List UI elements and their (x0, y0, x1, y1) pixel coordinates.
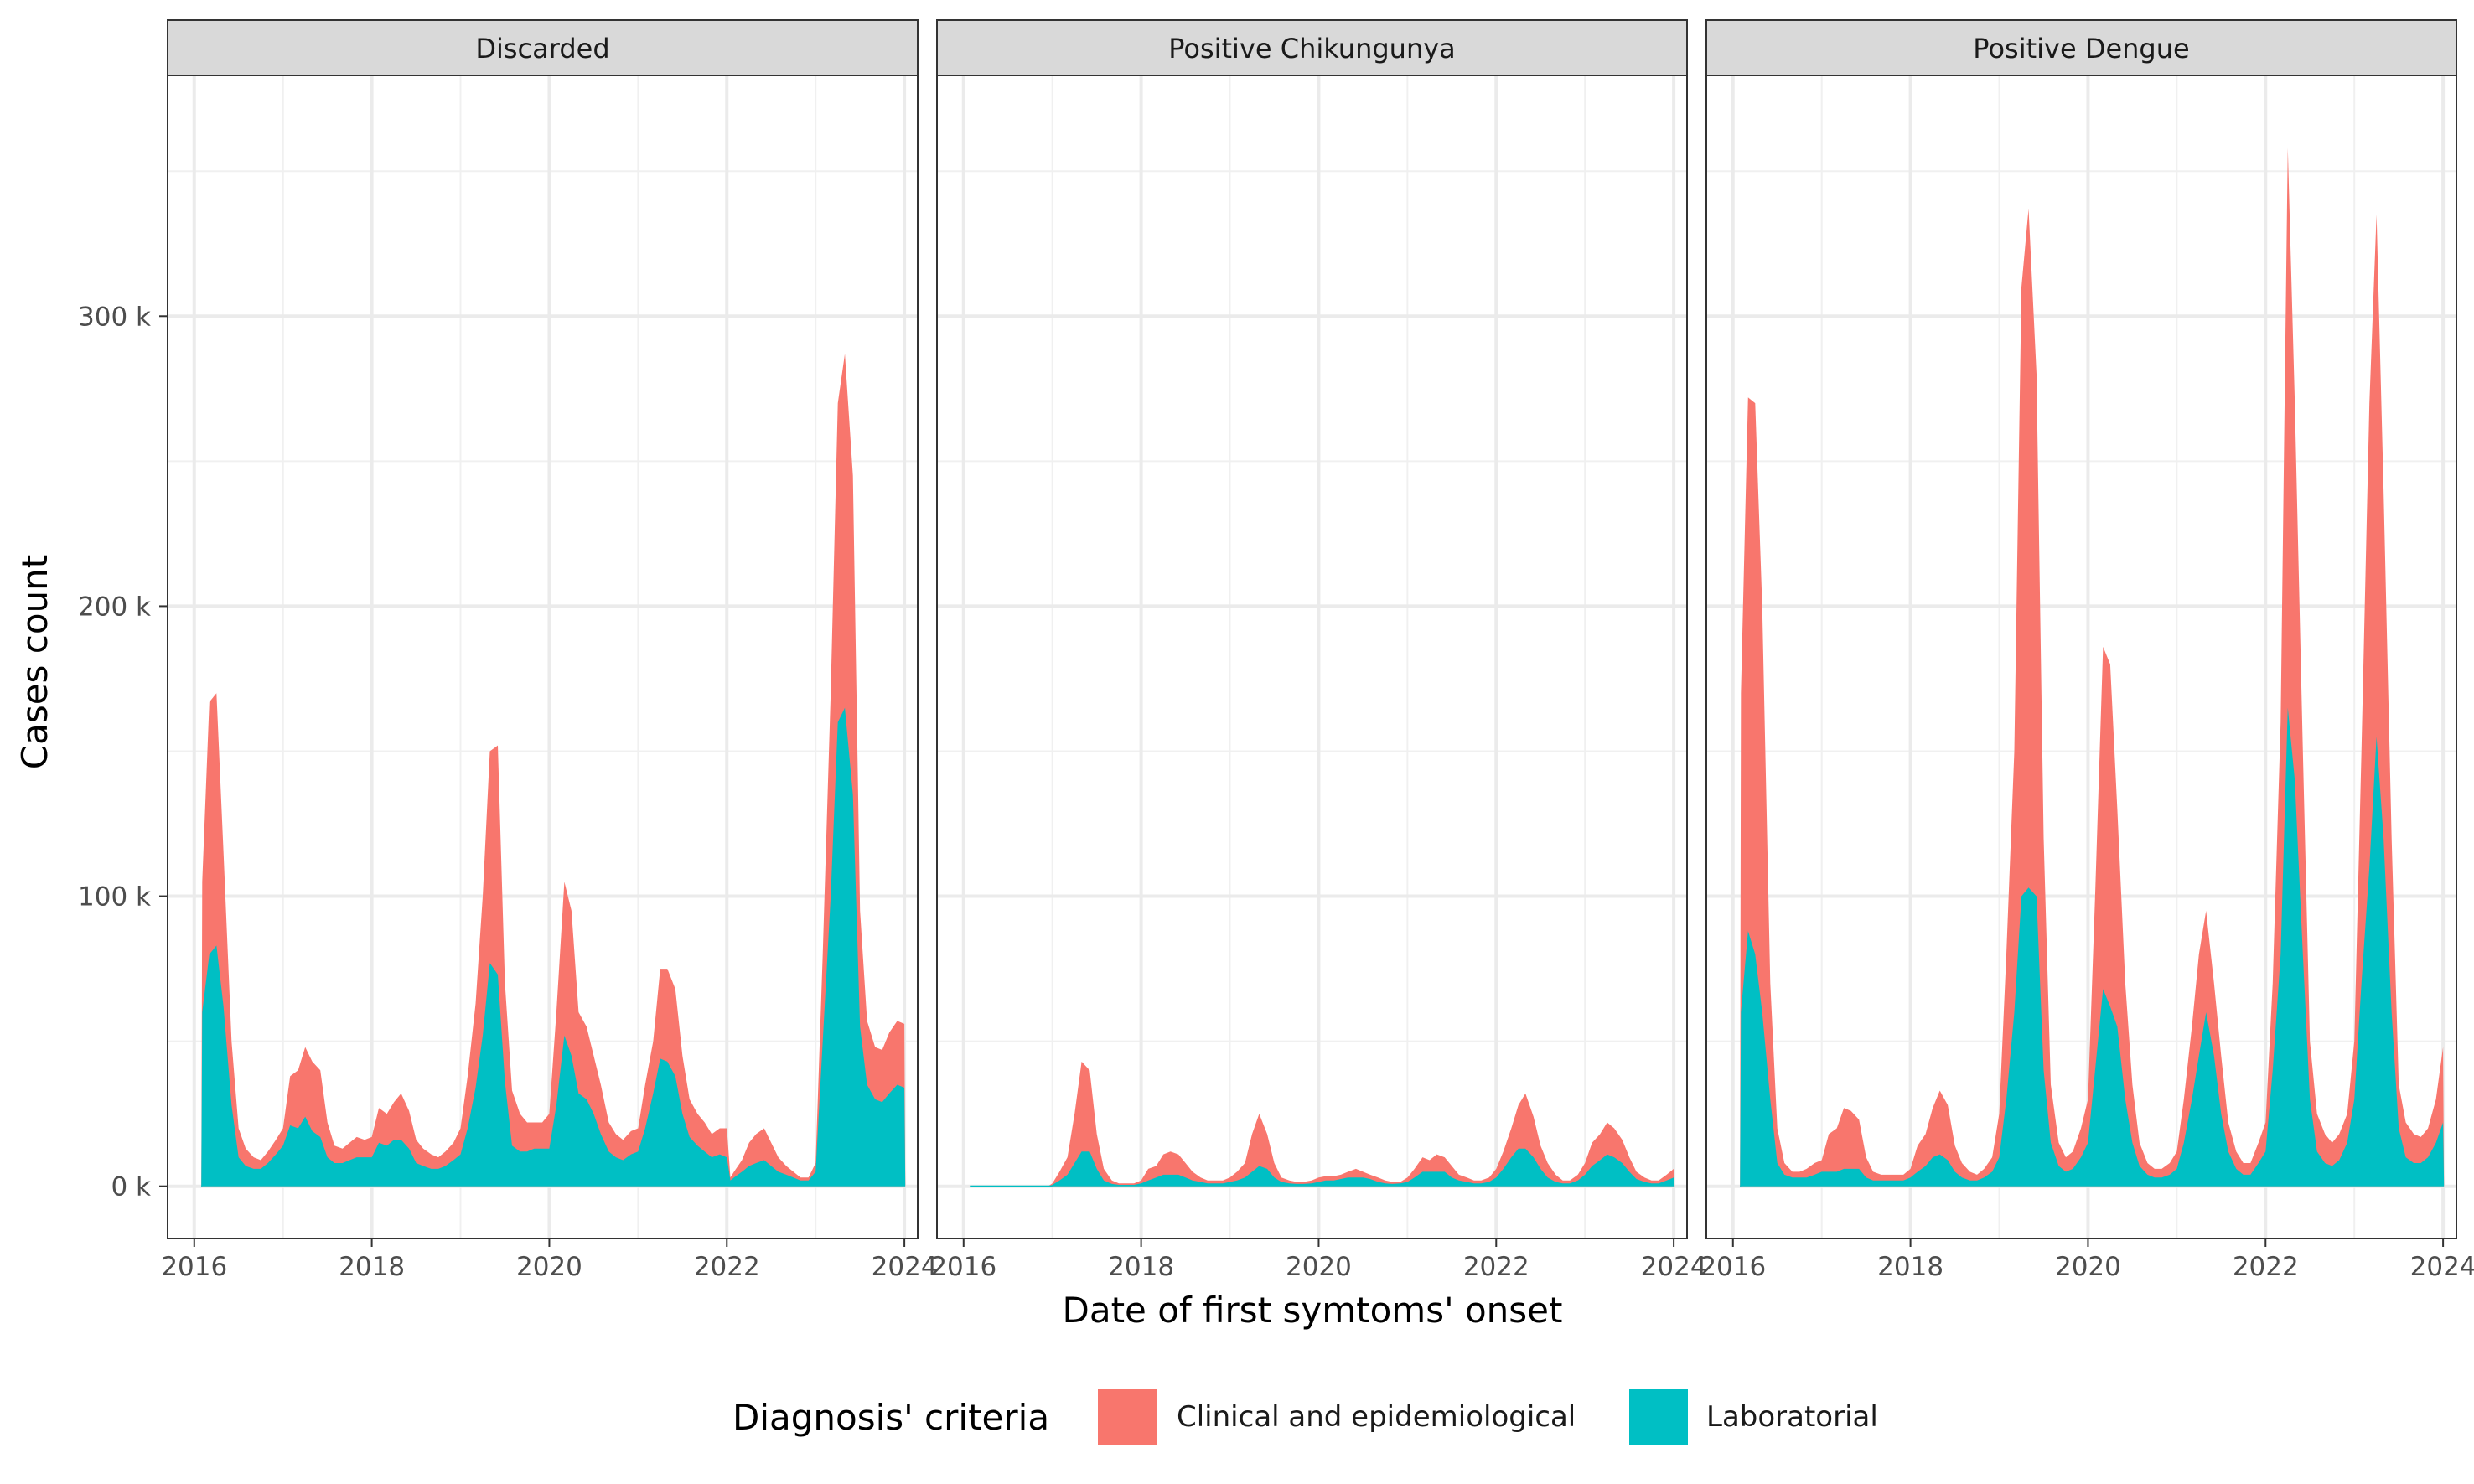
panel-background (168, 75, 918, 1238)
x-tick-label: 2022 (1463, 1252, 1529, 1282)
facet-strip-label: Positive Chikungunya (1168, 33, 1456, 65)
area-laboratorial (201, 707, 906, 1187)
facet-strip (167, 19, 919, 76)
y-axis: 0 k 100 k 200 k 300 k (78, 302, 168, 1202)
panel-background (1706, 75, 2456, 1238)
x-tick-label: 2016 (930, 1252, 996, 1282)
x-tick-label: 2020 (1286, 1252, 1352, 1282)
x-tick-label: 2020 (516, 1252, 582, 1282)
facet-strip-label: Discarded (475, 33, 609, 65)
facet-strip (1705, 19, 2457, 76)
panel-discarded: Discarded 2016 2018 2020 2022 2024 (161, 19, 938, 1282)
area-laboratorial (1740, 707, 2445, 1187)
x-tick-label: 2024 (2410, 1252, 2474, 1282)
x-tick-label: 2018 (1108, 1252, 1174, 1282)
x-tick-label: 2016 (1700, 1252, 1766, 1282)
x-tick-label: 2022 (694, 1252, 760, 1282)
panel-positive-dengue: Positive Dengue 2016 2018 2020 2022 2024 (1700, 19, 2474, 1282)
facet-strip-label: Positive Dengue (1973, 33, 2189, 65)
y-tick-label: 100 k (78, 882, 151, 913)
legend-swatch-laboratorial (1629, 1389, 1688, 1445)
panel-positive-chikungunya: Positive Chikungunya 2016 2018 2020 2022 2024 (930, 19, 1707, 1282)
legend-title: Diagnosis' criteria (732, 1397, 1049, 1438)
legend-swatch-clinical (1098, 1389, 1157, 1445)
legend-label-clinical: Clinical and epidemiological (1177, 1400, 1576, 1434)
legend: Diagnosis' criteria Clinical and epidemi… (732, 1389, 1878, 1445)
x-tick-label: 2024 (1641, 1252, 1707, 1282)
area-laboratorial (970, 1148, 1675, 1187)
x-tick-label: 2016 (161, 1252, 227, 1282)
y-tick-label: 300 k (78, 302, 151, 332)
y-axis-title: Cases count (14, 555, 55, 770)
x-axis-title: Date of first symtoms' onset (1062, 1290, 1562, 1331)
y-tick-label: 200 k (78, 592, 151, 622)
x-tick-label: 2018 (339, 1252, 405, 1282)
y-tick-label: 0 k (111, 1172, 151, 1202)
x-tick-label: 2024 (872, 1252, 938, 1282)
legend-label-laboratorial: Laboratorial (1706, 1400, 1878, 1434)
facet-strip (936, 19, 1688, 76)
x-tick-label: 2022 (2233, 1252, 2299, 1282)
panel-background (937, 75, 1687, 1238)
x-tick-label: 2020 (2055, 1252, 2121, 1282)
x-tick-label: 2018 (1877, 1252, 1943, 1282)
